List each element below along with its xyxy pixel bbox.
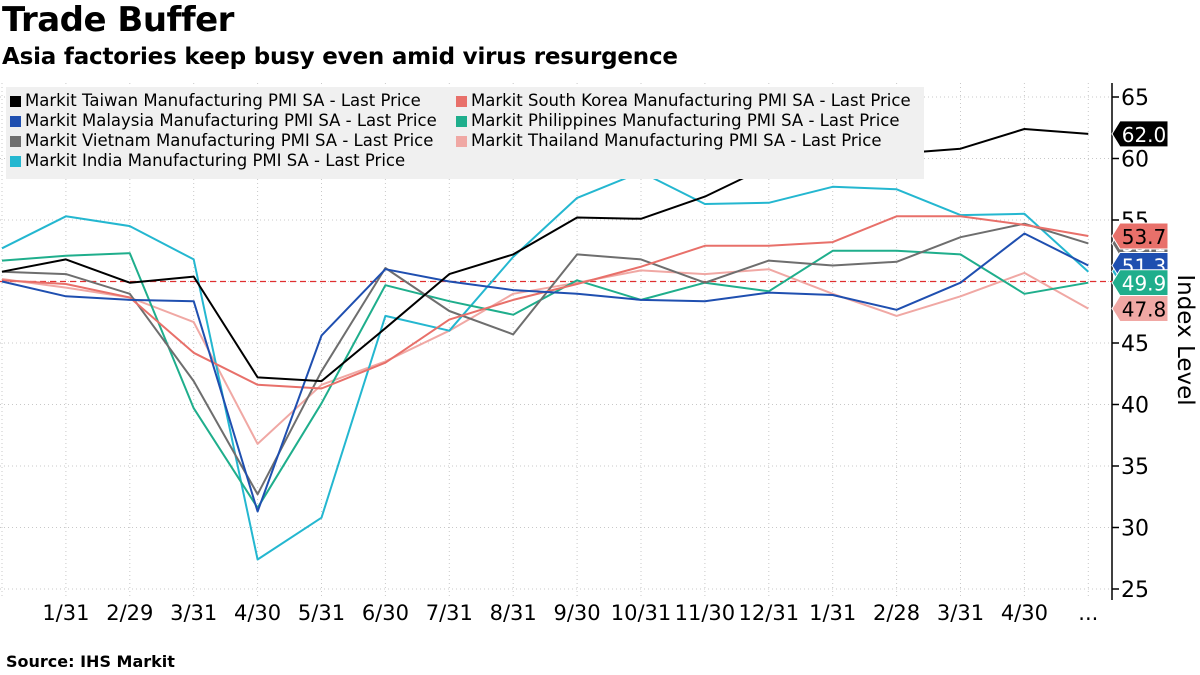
legend-swatch [456,136,467,147]
last-value-tag-5 [1111,295,1169,323]
last-value-label-5: 47.8 [1122,298,1167,322]
legend-swatch [10,156,21,167]
x-tick-label: 12/31 [739,601,800,625]
chart-title: Trade Buffer [2,0,234,40]
source-note: Source: IHS Markit [6,652,175,671]
legend-label: Markit Philippines Manufacturing PMI SA … [471,111,900,130]
chart-subtitle: Asia factories keep busy even amid virus… [2,44,678,70]
legend-item: Markit India Manufacturing PMI SA - Last… [10,151,405,170]
x-tick-label: 4/30 [234,601,281,625]
series-line-4 [1,222,1089,496]
legend-label: Markit Vietnam Manufacturing PMI SA - La… [25,131,434,150]
last-value-label-3: 49.9 [1122,272,1167,296]
x-tick-label: 1/31 [809,601,856,625]
chart-legend: Markit Taiwan Manufacturing PMI SA - Las… [6,87,924,179]
series-line-5 [1,268,1089,445]
x-tick-label: ... [1078,601,1098,625]
last-value-label-0: 62.0 [1122,123,1167,147]
x-tick-label: 6/30 [362,601,409,625]
y-axis-title: Index Level [1172,274,1198,405]
x-tick-label: 8/31 [490,601,537,625]
legend-item: Markit Vietnam Manufacturing PMI SA - La… [10,131,433,150]
x-tick-label: 11/30 [675,601,736,625]
legend-swatch [10,96,21,107]
y-tick-label: 30 [1121,517,1149,542]
legend-item: Markit Malaysia Manufacturing PMI SA - L… [10,111,437,130]
legend-item: Markit South Korea Manufacturing PMI SA … [456,91,911,110]
x-tick-label: 4/30 [1001,601,1048,625]
legend-swatch [10,136,21,147]
y-tick-label: 35 [1121,455,1149,480]
x-tick-label: 2/28 [873,601,920,625]
y-tick-label: 65 [1121,86,1149,111]
x-tick-label: 3/31 [170,601,217,625]
x-tick-label: 9/30 [554,601,601,625]
last-value-tag-0 [1111,120,1169,148]
y-tick-label: 40 [1121,394,1149,419]
x-tick-label: 5/31 [298,601,345,625]
legend-label: Markit India Manufacturing PMI SA - Last… [25,151,406,170]
series-line-6 [1,171,1089,561]
legend-label: Markit Thailand Manufacturing PMI SA - L… [471,131,882,150]
last-value-label-1: 53.7 [1122,225,1167,249]
legend-label: Markit Malaysia Manufacturing PMI SA - L… [25,111,437,130]
legend-swatch [10,116,21,127]
legend-item: Markit Philippines Manufacturing PMI SA … [456,111,900,130]
x-tick-label: 10/31 [611,601,672,625]
x-tick-label: 2/29 [106,601,153,625]
series-line-3 [1,249,1089,509]
x-tick-label: 1/31 [42,601,89,625]
legend-swatch [456,96,467,107]
last-value-tag-3 [1111,269,1169,297]
legend-item: Markit Thailand Manufacturing PMI SA - L… [456,131,882,150]
legend-item: Markit Taiwan Manufacturing PMI SA - Las… [10,91,421,110]
legend-label: Markit Taiwan Manufacturing PMI SA - Las… [25,91,421,110]
series-line-1 [1,215,1089,390]
x-tick-label: 7/31 [426,601,473,625]
y-tick-label: 25 [1121,578,1149,603]
y-tick-label: 45 [1121,332,1149,357]
x-tick-label: 3/31 [937,601,984,625]
series-line-2 [1,232,1089,513]
legend-swatch [456,116,467,127]
legend-label: Markit South Korea Manufacturing PMI SA … [471,91,911,110]
y-tick-label: 60 [1121,148,1149,173]
last-value-tag-1 [1111,222,1169,250]
